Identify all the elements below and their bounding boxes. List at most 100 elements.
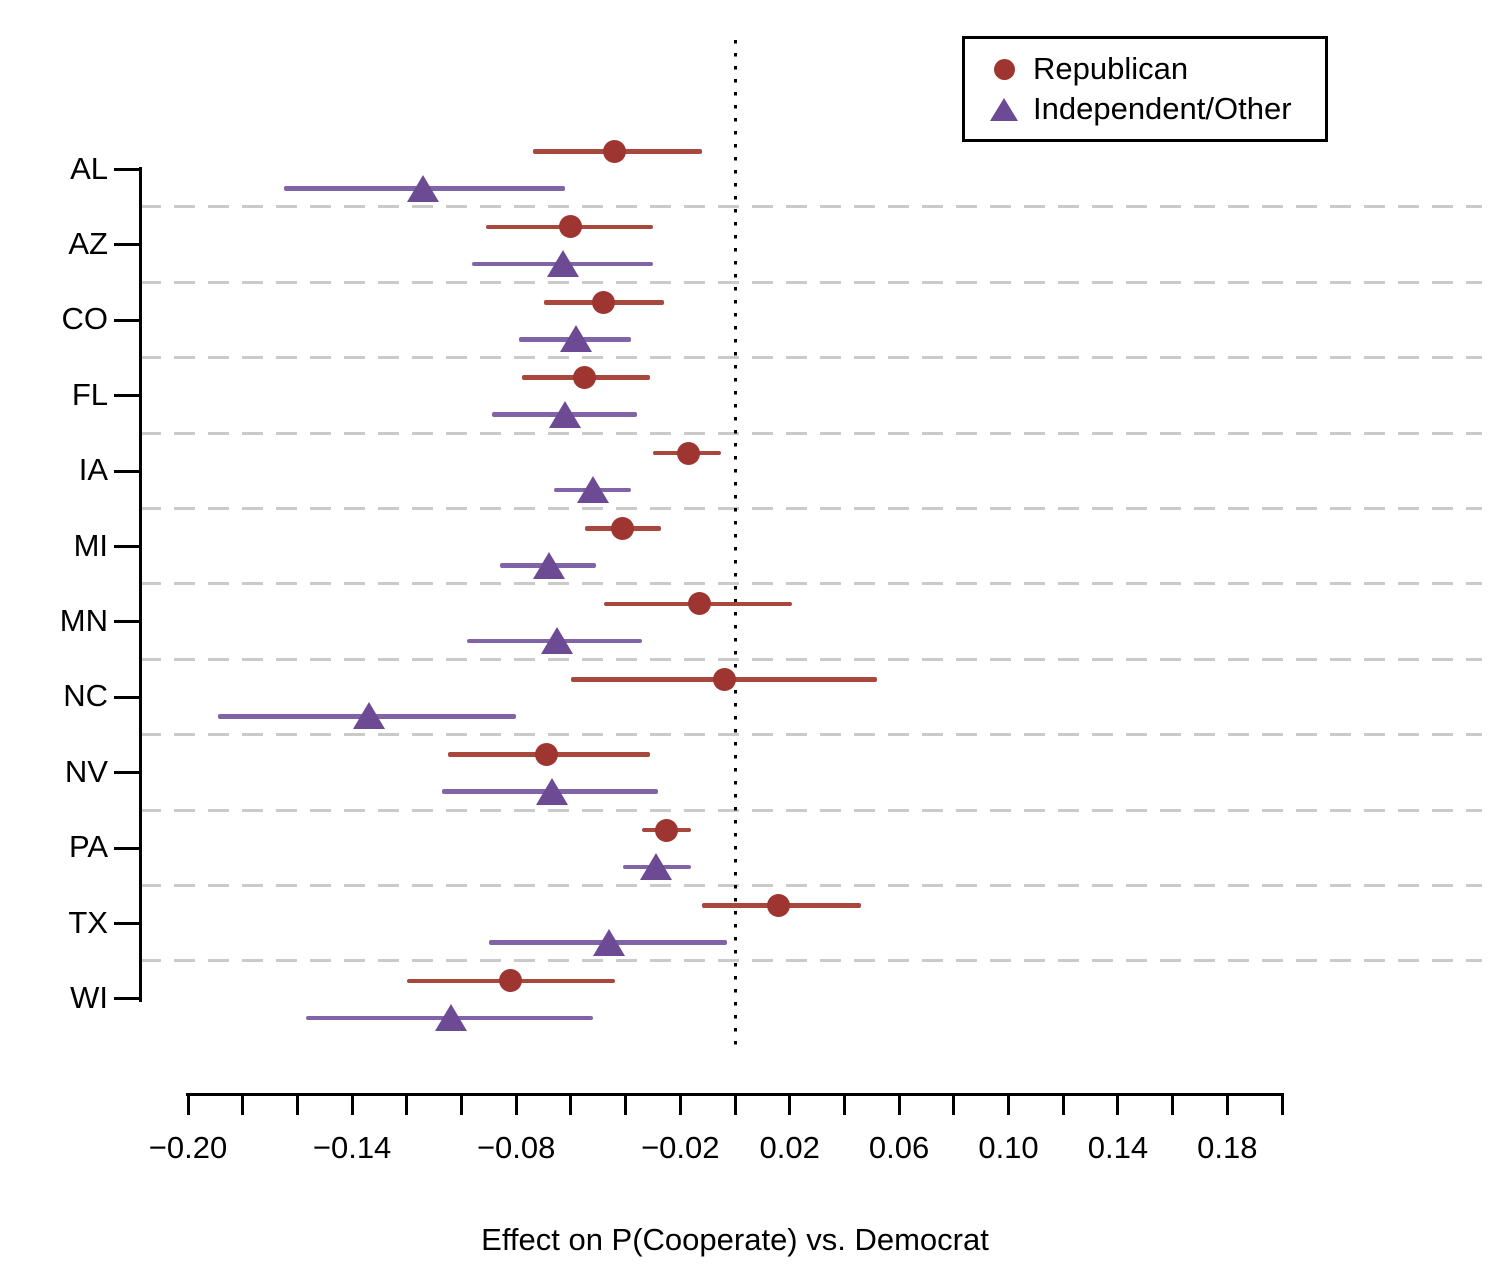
y-axis-label-nv: NV bbox=[64, 753, 108, 789]
marker-republican-az bbox=[559, 215, 583, 239]
y-axis-tick bbox=[114, 922, 140, 925]
x-axis-tick bbox=[1116, 1093, 1120, 1115]
x-axis-tick-label: 0.14 bbox=[1087, 1130, 1149, 1165]
marker-republican-pa bbox=[655, 818, 679, 842]
y-axis-label-ia: IA bbox=[78, 452, 108, 488]
zero-reference-line bbox=[733, 40, 737, 1050]
marker-independent-other-al bbox=[407, 174, 440, 202]
y-axis-label-tx: TX bbox=[68, 904, 108, 940]
marker-republican-nc bbox=[712, 667, 736, 691]
marker-independent-other-mi bbox=[533, 551, 566, 579]
x-axis-tick-label: −0.02 bbox=[641, 1130, 720, 1165]
x-axis-tick bbox=[569, 1093, 573, 1115]
state-separator-gridline bbox=[140, 657, 1482, 661]
marker-republican-co bbox=[592, 290, 616, 314]
state-separator-gridline bbox=[140, 280, 1482, 284]
x-axis-tick-label: 0.06 bbox=[868, 1130, 930, 1165]
y-axis-label-az: AZ bbox=[68, 225, 108, 261]
x-axis-tick bbox=[1007, 1093, 1010, 1115]
y-axis-tick bbox=[114, 394, 140, 398]
x-axis-tick bbox=[405, 1093, 409, 1115]
x-axis-tick bbox=[1280, 1093, 1284, 1115]
marker-independent-other-tx bbox=[593, 928, 626, 956]
marker-independent-other-pa bbox=[639, 853, 672, 881]
y-axis-tick bbox=[114, 469, 140, 473]
x-axis-tick bbox=[460, 1093, 463, 1115]
x-axis-tick bbox=[241, 1093, 245, 1115]
y-axis-tick bbox=[114, 545, 140, 548]
x-axis-tick-label: 0.10 bbox=[978, 1130, 1039, 1165]
y-axis-tick bbox=[114, 243, 140, 247]
marker-independent-other-co bbox=[560, 325, 593, 353]
legend-item-republican: Republican bbox=[965, 49, 1325, 89]
x-axis-tick bbox=[788, 1093, 792, 1115]
legend-label-republican: Republican bbox=[1033, 51, 1189, 86]
marker-independent-other-ia bbox=[576, 476, 609, 504]
x-axis-tick-label: −0.14 bbox=[312, 1130, 392, 1165]
marker-independent-other-fl bbox=[549, 400, 582, 428]
x-axis-tick-label: 0.02 bbox=[759, 1130, 820, 1165]
y-axis-label-mn: MN bbox=[59, 602, 108, 638]
y-axis-label-mi: MI bbox=[73, 527, 108, 563]
state-separator-gridline bbox=[140, 959, 1482, 963]
x-axis-tick bbox=[186, 1093, 190, 1115]
x-axis-tick bbox=[295, 1093, 299, 1115]
y-axis-tick bbox=[114, 846, 140, 850]
independent-other-triangle-icon bbox=[990, 97, 1018, 121]
marker-republican-mn bbox=[687, 592, 711, 616]
state-separator-gridline bbox=[140, 507, 1482, 510]
legend-marker-slot bbox=[989, 58, 1019, 80]
x-axis-title: Effect on P(Cooperate) vs. Democrat bbox=[481, 1222, 989, 1257]
legend-label-independent-other: Independent/Other bbox=[1033, 91, 1292, 126]
y-axis-label-al: AL bbox=[70, 150, 108, 186]
x-axis-tick bbox=[1061, 1093, 1065, 1115]
state-separator-gridline bbox=[140, 356, 1482, 360]
x-axis-tick bbox=[514, 1093, 518, 1115]
state-separator-gridline bbox=[140, 884, 1482, 887]
y-axis-tick bbox=[114, 318, 140, 322]
marker-independent-other-nc bbox=[352, 702, 385, 730]
marker-republican-fl bbox=[573, 366, 597, 390]
x-axis-tick bbox=[1171, 1093, 1175, 1115]
republican-circle-icon bbox=[993, 58, 1015, 80]
y-axis-line bbox=[138, 167, 142, 1002]
x-axis-tick bbox=[733, 1093, 737, 1115]
x-axis-tick bbox=[842, 1093, 846, 1115]
legend-box: Republican Independent/Other bbox=[962, 36, 1328, 142]
x-axis-tick bbox=[952, 1093, 956, 1115]
legend-item-independent-other: Independent/Other bbox=[965, 89, 1325, 129]
marker-republican-nv bbox=[534, 743, 558, 767]
y-axis-label-wi: WI bbox=[70, 979, 108, 1015]
marker-republican-al bbox=[603, 140, 627, 163]
y-axis-label-co: CO bbox=[61, 301, 109, 337]
marker-independent-other-mn bbox=[541, 626, 574, 654]
x-axis-tick bbox=[897, 1093, 901, 1115]
state-separator-gridline bbox=[140, 582, 1482, 586]
marker-republican-ia bbox=[677, 441, 700, 465]
marker-republican-tx bbox=[767, 894, 791, 917]
x-axis-tick bbox=[624, 1093, 628, 1115]
y-axis-label-nc: NC bbox=[63, 678, 108, 714]
state-separator-gridline bbox=[140, 808, 1482, 812]
marker-republican-wi bbox=[499, 969, 523, 993]
y-axis-tick bbox=[114, 997, 140, 1001]
x-axis-tick-label: 0.18 bbox=[1197, 1130, 1258, 1165]
y-axis-tick bbox=[114, 168, 140, 171]
y-axis-label-pa: PA bbox=[68, 829, 108, 865]
x-axis-tick bbox=[350, 1093, 354, 1115]
legend-marker-slot bbox=[989, 97, 1019, 121]
y-axis-tick bbox=[114, 695, 140, 699]
x-axis-tick-label: −0.08 bbox=[476, 1130, 556, 1165]
state-separator-gridline bbox=[140, 733, 1482, 737]
y-axis-tick bbox=[114, 771, 140, 775]
x-axis-tick bbox=[678, 1093, 682, 1115]
x-axis-tick bbox=[1225, 1093, 1229, 1115]
marker-independent-other-az bbox=[546, 249, 579, 277]
y-axis-label-fl: FL bbox=[71, 376, 108, 412]
x-axis-tick-label: −0.20 bbox=[148, 1130, 228, 1165]
marker-independent-other-wi bbox=[434, 1003, 467, 1031]
marker-independent-other-nv bbox=[535, 777, 568, 805]
marker-republican-mi bbox=[611, 517, 635, 540]
